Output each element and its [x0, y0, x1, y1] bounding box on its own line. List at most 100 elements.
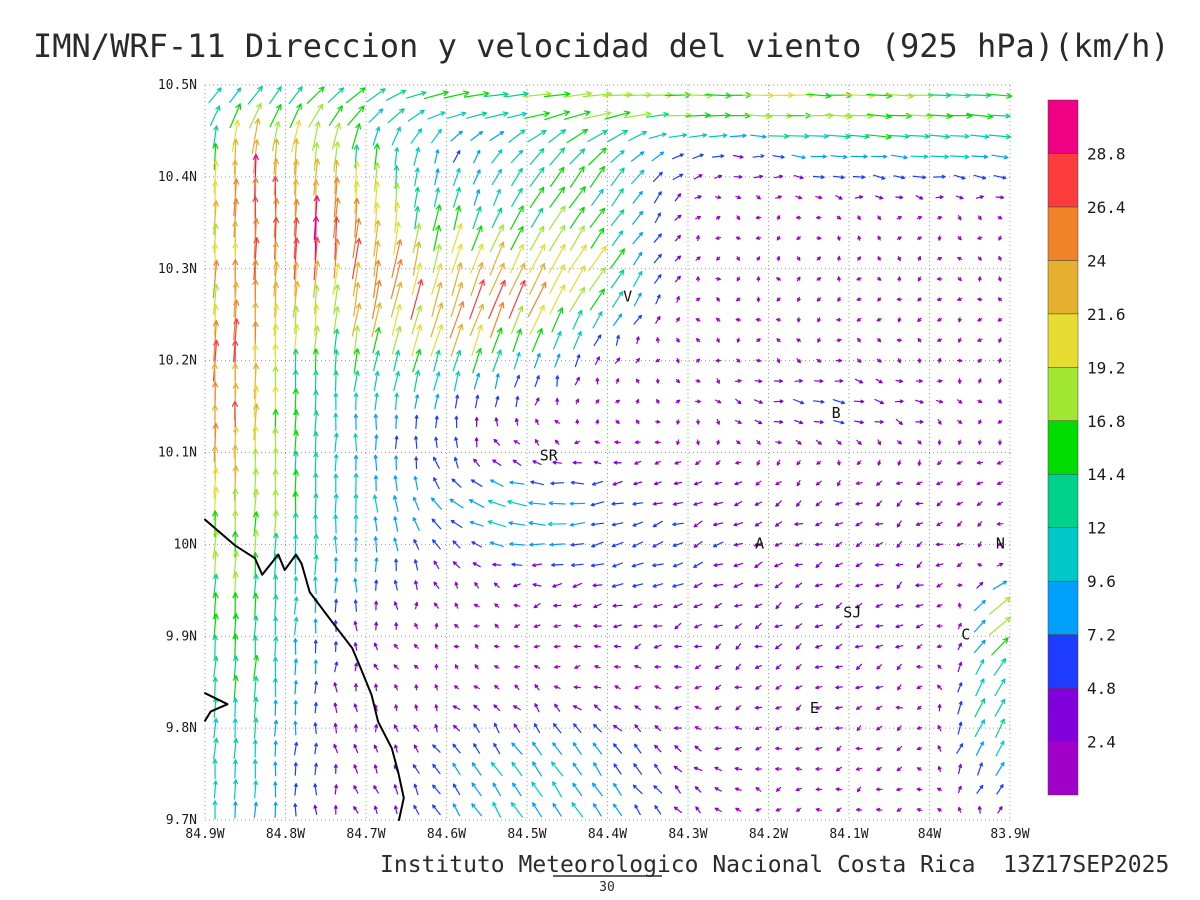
- wind-vector: [754, 583, 763, 588]
- wind-vector: [855, 541, 863, 548]
- wind-vector: [373, 642, 378, 651]
- wind-vector: [374, 723, 379, 733]
- wind-vector: [252, 592, 259, 619]
- x-axis-tick-label: 84.9W: [185, 827, 224, 842]
- wind-vector: [273, 740, 278, 757]
- wind-vector: [836, 807, 842, 813]
- wind-vector: [229, 87, 242, 103]
- wind-vector: [754, 644, 763, 649]
- wind-vector: [754, 603, 763, 608]
- wind-vector: [491, 168, 502, 185]
- wind-vector: [610, 167, 625, 187]
- wind-vector: [795, 643, 802, 650]
- wind-vector: [937, 684, 943, 690]
- wind-vector: [612, 562, 623, 568]
- colorbar-tick-label: 16.8: [1087, 412, 1126, 431]
- wind-vector: [996, 460, 1004, 465]
- wind-vector: [394, 414, 399, 430]
- wind-vector: [956, 480, 963, 486]
- wind-vector: [673, 603, 683, 609]
- wind-vector: [452, 783, 461, 796]
- wind-vector: [775, 195, 782, 200]
- wind-vector: [493, 582, 500, 588]
- wind-vector: [453, 186, 461, 208]
- wind-vector: [632, 210, 644, 225]
- wind-vector: [651, 151, 665, 162]
- wind-vector: [494, 395, 500, 408]
- wind-vector: [353, 180, 360, 214]
- wind-vector: [413, 783, 419, 796]
- wind-vector: [957, 399, 963, 404]
- wind-vector: [602, 91, 633, 98]
- wind-vector: [672, 522, 684, 527]
- wind-vector: [471, 762, 482, 776]
- wind-vector: [693, 501, 703, 506]
- wind-vector: [551, 563, 564, 567]
- wind-vector: [815, 500, 823, 507]
- wind-vector: [776, 318, 782, 322]
- wind-vector: [613, 705, 622, 710]
- wind-vector: [915, 522, 923, 526]
- wind-vector: [554, 703, 561, 712]
- wind-vector: [936, 583, 943, 588]
- y-axis-tick-label: 9.7N: [166, 813, 197, 828]
- wind-vector: [808, 133, 829, 139]
- wind-vector: [494, 603, 500, 608]
- wind-vector: [695, 806, 701, 814]
- wind-vector: [949, 154, 970, 160]
- wind-vector: [957, 721, 963, 735]
- wind-vector: [549, 284, 565, 315]
- station-label-sj: SJ: [843, 603, 861, 621]
- y-axis-tick-label: 10.3N: [158, 262, 197, 277]
- wind-vector: [529, 542, 545, 547]
- wind-vector: [736, 215, 741, 221]
- wind-vector: [755, 622, 762, 630]
- wind-vector: [957, 439, 962, 445]
- wind-vector: [433, 560, 440, 570]
- wind-vector: [464, 91, 490, 98]
- wind-vector: [212, 676, 218, 698]
- wind-vector: [514, 374, 520, 388]
- wind-vector: [995, 718, 1005, 738]
- wind-vector: [876, 705, 883, 710]
- wind-vector: [915, 195, 924, 200]
- wind-vector: [232, 675, 239, 700]
- wind-vector: [212, 550, 219, 579]
- wind-vector: [508, 129, 526, 143]
- wind-vector: [813, 420, 824, 424]
- wind-vector: [354, 662, 359, 672]
- wind-vector: [794, 563, 803, 567]
- wind-vector: [674, 234, 681, 242]
- wind-vector: [653, 191, 662, 204]
- wind-vector: [915, 583, 924, 588]
- wind-vector: [794, 542, 803, 547]
- wind-vector: [714, 705, 722, 710]
- wind-vector: [937, 745, 942, 752]
- wind-vector: [547, 521, 567, 527]
- wind-vector: [915, 604, 924, 608]
- wind-vector: [735, 643, 742, 650]
- wind-vector: [573, 644, 581, 649]
- wind-vector: [612, 480, 623, 486]
- wind-vector: [529, 148, 545, 165]
- wind-vector: [368, 108, 384, 123]
- station-label-e: E: [810, 699, 819, 717]
- wind-vector: [897, 459, 902, 466]
- wind-vector: [273, 781, 278, 798]
- wind-vector: [633, 763, 643, 775]
- wind-vector: [490, 479, 504, 487]
- wind-vector: [333, 535, 338, 554]
- wind-vector: [937, 724, 942, 732]
- wind-vector: [815, 195, 823, 200]
- wind-vector: [693, 766, 703, 771]
- wind-vector: [294, 741, 299, 756]
- wind-vector: [855, 501, 863, 506]
- colorbar-tick-label: 2.4: [1087, 733, 1116, 752]
- wind-vector: [716, 439, 721, 445]
- wind-vector: [836, 745, 842, 752]
- wind-vector: [575, 419, 580, 425]
- wind-vector: [327, 87, 345, 104]
- wind-vector: [884, 92, 915, 99]
- wind-vector: [233, 198, 240, 238]
